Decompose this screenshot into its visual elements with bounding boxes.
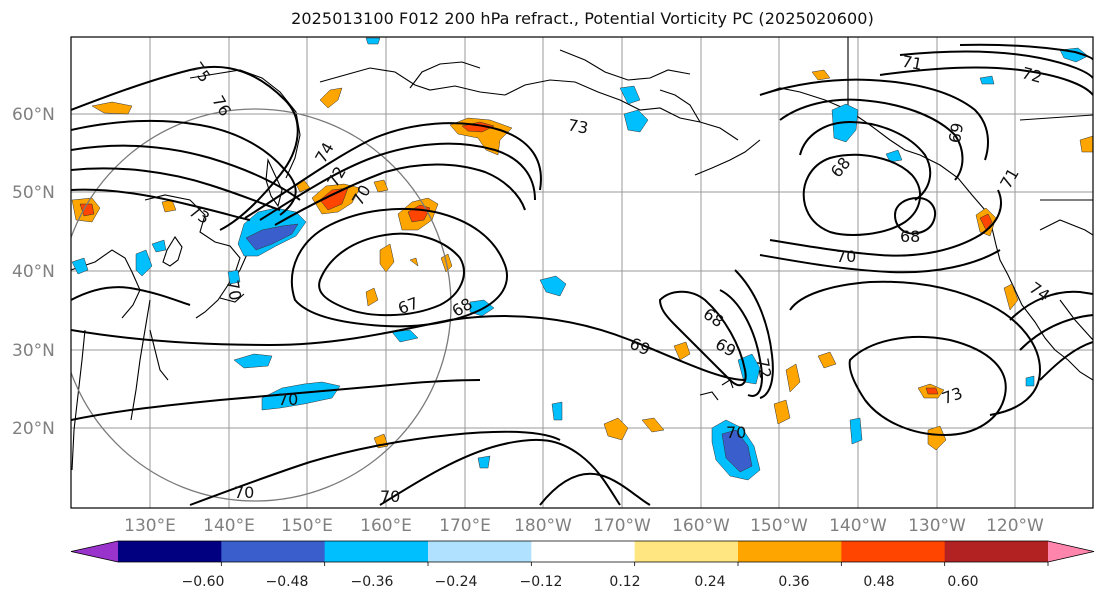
colorbar-extend-max <box>1048 541 1094 562</box>
lon-label: 160°E <box>360 516 412 536</box>
colorbar-outline <box>70 540 1095 563</box>
figure-title: 2025013100 F012 200 hPa refract., Potent… <box>291 9 874 28</box>
lon-label: 180°W <box>514 516 572 536</box>
colorbar-ticks: −0.60 −0.48 −0.36 −0.24 −0.12 0.12 0.24 … <box>182 574 979 590</box>
colorbar-tick-label: −0.48 <box>266 574 309 590</box>
lon-label: 140°E <box>203 516 255 536</box>
contour-label: 71 <box>900 52 923 74</box>
colorbar-bin <box>324 541 429 562</box>
lat-label: 30°N <box>12 341 55 361</box>
colorbar-bin <box>428 541 532 562</box>
colorbar-bin <box>634 541 739 562</box>
contour-label: 70 <box>380 487 400 506</box>
colorbar <box>70 540 1095 566</box>
colorbar-tick-label: 0.12 <box>609 574 640 590</box>
contour-label: 70 <box>726 423 746 442</box>
colorbar-tick-label: −0.60 <box>182 574 225 590</box>
colorbar-tick-label: 0.60 <box>947 574 978 590</box>
contour-label: 70 <box>278 390 298 409</box>
colorbar-bin <box>841 541 946 562</box>
colorbar-bin <box>738 541 842 562</box>
longitude-labels: 130°E 140°E 150°E 160°E 170°E 180°W 170°… <box>124 516 1044 536</box>
lat-label: 50°N <box>12 183 55 203</box>
refractivity-contours <box>71 43 1093 506</box>
lon-label: 160°W <box>672 516 730 536</box>
colorbar-tick-label: −0.36 <box>351 574 394 590</box>
lat-label: 60°N <box>12 105 55 125</box>
contour-label: 70 <box>234 483 254 502</box>
contour-label: 70 <box>836 247 856 266</box>
contour-label: 73 <box>566 115 589 137</box>
contour-label: 69 <box>945 121 967 144</box>
lon-label: 130°W <box>908 516 966 536</box>
lon-label: 130°E <box>124 516 176 536</box>
lon-label: 170°W <box>593 516 651 536</box>
colorbar-tick-label: 0.24 <box>694 574 725 590</box>
pv-shading <box>71 37 1093 481</box>
colorbar-extend-min <box>71 541 118 562</box>
contour-label: 68 <box>900 227 920 246</box>
colorbar-bin <box>221 541 326 562</box>
colorbar-tick-label: 0.48 <box>863 574 894 590</box>
colorbar-bin <box>944 541 1049 562</box>
contour-label: 72 <box>1020 63 1045 87</box>
lat-label: 40°N <box>12 262 55 282</box>
contour-label: 72 <box>753 357 775 380</box>
colorbar-bin <box>118 541 222 562</box>
lon-label: 150°E <box>281 516 333 536</box>
lon-label: 150°W <box>750 516 808 536</box>
lon-label: 120°W <box>986 516 1044 536</box>
lon-label: 140°W <box>829 516 887 536</box>
map-frame <box>70 36 1094 509</box>
colorbar-tick-label: 0.36 <box>778 574 809 590</box>
region-circle <box>71 108 452 502</box>
lon-label: 170°E <box>439 516 491 536</box>
colorbar-bin <box>531 541 636 562</box>
contour-label: 70 <box>223 279 245 302</box>
lat-label: 20°N <box>12 419 55 439</box>
latitude-labels: 60°N 50°N 40°N 30°N 20°N <box>12 105 55 439</box>
colorbar-tick-label: −0.24 <box>435 574 478 590</box>
colorbar-tick-label: −0.12 <box>520 574 563 590</box>
